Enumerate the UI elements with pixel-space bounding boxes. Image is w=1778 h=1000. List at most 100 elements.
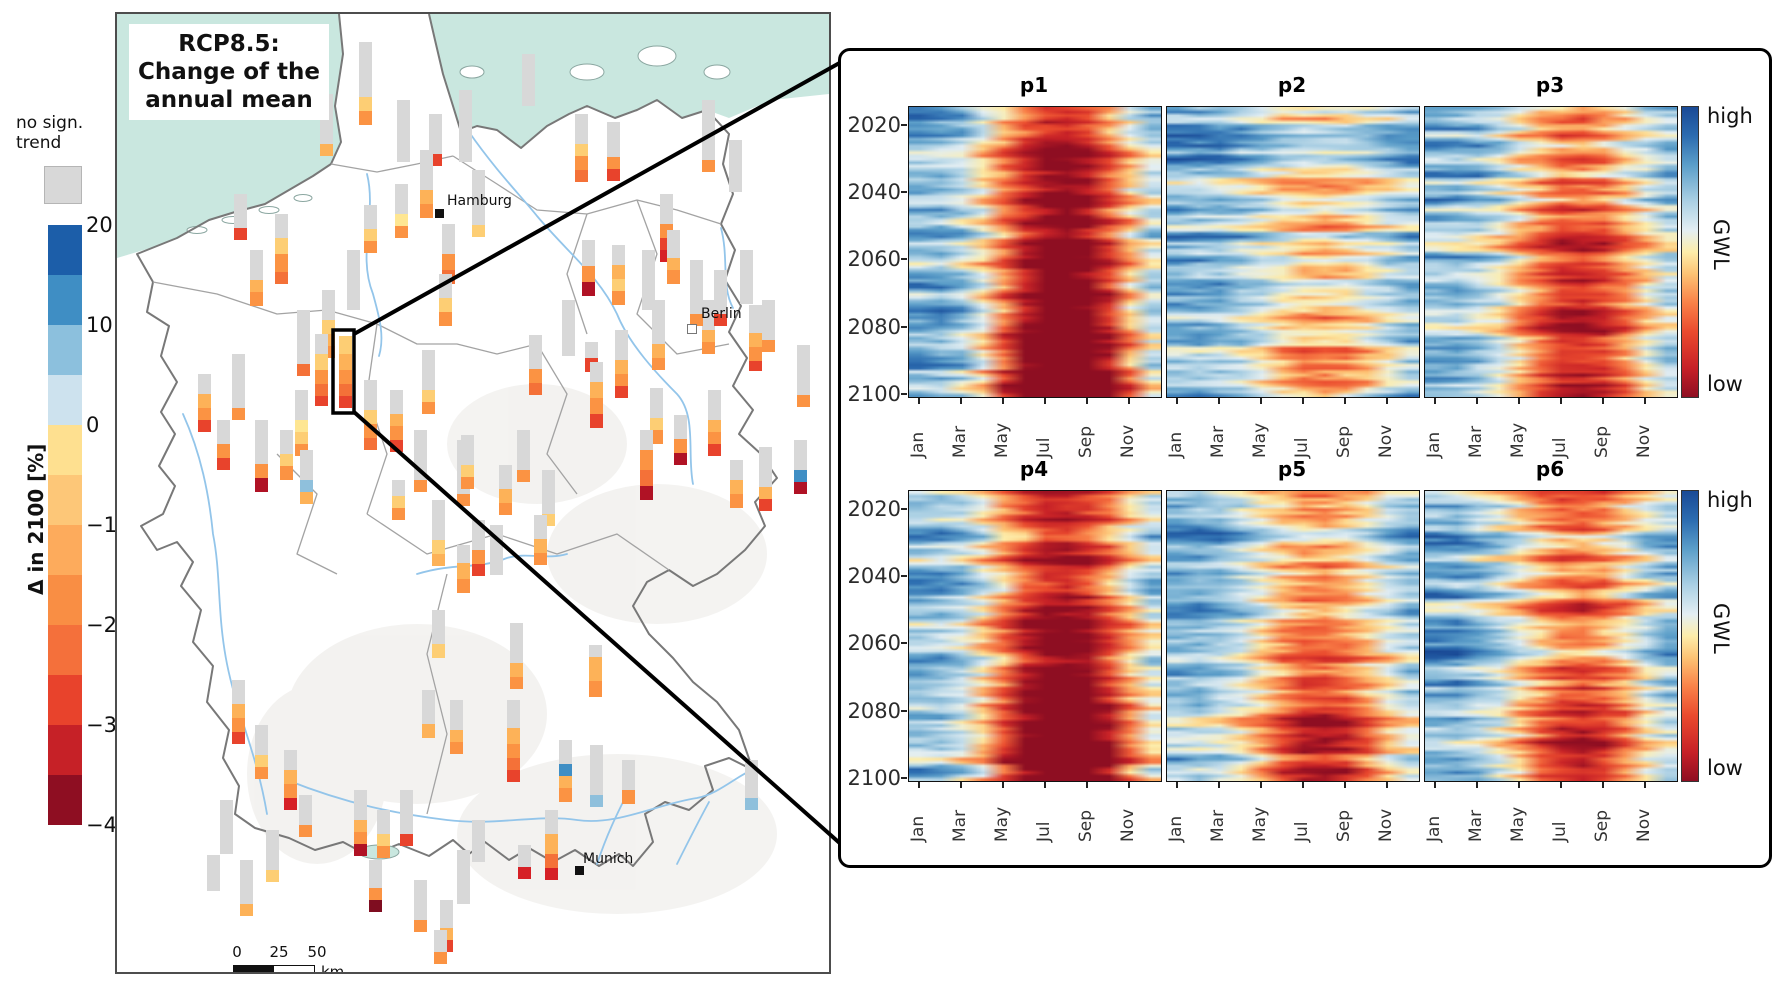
map-bar-segment (708, 390, 721, 420)
map-bar-segment (207, 855, 220, 891)
map-bar-segment (198, 408, 211, 420)
map-bar-segment (250, 280, 263, 292)
germany-map: Hamburg Berlin Munich RCP8.5: Change of th… (115, 12, 831, 974)
map-bar-segment (545, 868, 558, 880)
panel-ytick-label: 2020 (847, 496, 901, 521)
map-bar-segment (745, 760, 758, 798)
map-bar-segment (250, 292, 263, 306)
map-bar-segment (359, 42, 372, 97)
map-bar-segment (390, 440, 403, 452)
panel-xtick-label: Mar (1465, 425, 1486, 458)
map-bar-segment (364, 424, 377, 438)
map-bar-segment (575, 156, 588, 170)
map-bar-glyph (640, 430, 653, 500)
map-bar-glyph (232, 354, 245, 420)
map-bar-segment (615, 330, 628, 360)
map-bar-segment (517, 470, 530, 482)
panel-xtick-mark (1433, 398, 1436, 404)
map-bar-segment (517, 430, 530, 470)
map-bar-segment (364, 410, 377, 424)
heatmap-p4 (908, 490, 1162, 782)
map-bar-glyph (729, 140, 742, 192)
map-bar-segment (198, 394, 211, 408)
panel-xtick-mark (1217, 782, 1220, 788)
panel-xtick-label: Sep (1591, 809, 1612, 842)
map-bar-glyph (275, 214, 288, 284)
panel-xtick-label: Sep (1075, 425, 1096, 458)
map-bar-segment (255, 420, 268, 464)
map-bar-segment (320, 144, 333, 156)
map-bar-segment (429, 114, 442, 154)
panel-ytick-label: 2040 (847, 563, 901, 588)
map-bar-glyph (364, 380, 377, 450)
panel-xtick-label: Nov (1117, 424, 1138, 458)
panel-xtick-mark (1043, 782, 1046, 788)
no-trend-label-line1: no sign. (16, 113, 84, 133)
map-bar-segment (590, 362, 603, 382)
gwl-colorbar-low-label: low (1707, 756, 1743, 780)
map-bar-segment (420, 190, 433, 204)
panel-xtick-mark (1433, 782, 1436, 788)
gwl-colorbar (1681, 490, 1699, 782)
panel-ytick-mark (901, 123, 907, 126)
map-bar-glyph (461, 435, 474, 489)
map-bar-segment (280, 454, 293, 466)
map-bar-segment (377, 846, 390, 858)
map-bar-segment (240, 860, 253, 904)
map-bar-glyph (250, 250, 263, 306)
map-bar-segment (582, 240, 595, 266)
map-bar-glyph (652, 300, 665, 370)
map-bar-segment (534, 539, 547, 553)
heatmap-canvas-p5 (1167, 491, 1419, 781)
map-bar-segment (390, 414, 403, 426)
panel-xtick-label: Jan (1423, 431, 1444, 458)
map-bar-segment (414, 920, 427, 932)
map-bar-segment (590, 398, 603, 414)
map-bar-segment (457, 545, 470, 563)
panel-ytick-mark (901, 507, 907, 510)
panel-xtick-label: Jul (1549, 437, 1570, 458)
map-bar-segment (439, 298, 452, 312)
map-bar-segment (369, 900, 382, 912)
map-bar-segment (589, 645, 602, 657)
map-bar-segment (369, 860, 382, 888)
map-bar-segment (667, 258, 680, 270)
map-bar-segment (422, 724, 435, 738)
panel-ytick-label: 2080 (847, 698, 901, 723)
map-bar-segment (450, 700, 463, 730)
panel-xtick-mark (1175, 782, 1178, 788)
panel-xtick-mark (917, 398, 920, 404)
map-bar-segment (232, 732, 245, 744)
map-bar-segment (315, 370, 328, 384)
map-bar-segment (457, 494, 470, 506)
panel-xtick-mark (1301, 398, 1304, 404)
map-bar-segment (377, 810, 390, 834)
map-bar-segment (457, 579, 470, 593)
map-bar-segment (534, 553, 547, 565)
map-bar-segment (499, 503, 512, 515)
map-bar-glyph (299, 795, 312, 837)
map-bar-glyph (392, 480, 405, 520)
map-bar-segment (762, 300, 775, 340)
map-bar-glyph (439, 274, 452, 326)
map-bar-segment (590, 382, 603, 398)
map-bar-segment (529, 369, 542, 383)
panel-xtick-mark (1475, 398, 1478, 404)
panel-xtick-mark (1643, 782, 1646, 788)
map-bar-glyph (702, 100, 715, 172)
map-bar-segment (762, 340, 775, 352)
map-bar-segment (400, 834, 413, 846)
map-bar-glyph (315, 334, 328, 406)
scalebar-numbers: 0 25 50 (232, 943, 326, 963)
panel-xtick-mark (1559, 398, 1562, 404)
map-bar-glyph (198, 374, 211, 432)
map-bar-glyph (730, 460, 743, 508)
map-bar-glyph (612, 245, 625, 305)
panel-ytick-label: 2040 (847, 179, 901, 204)
panel-xtick-label: Mar (949, 809, 970, 842)
panel-title-p2: p2 (1277, 73, 1307, 97)
map-bar-segment (507, 744, 520, 758)
map-bar-segment (414, 480, 427, 492)
scalebar-25: 25 (269, 943, 289, 961)
map-colorbar-segment (48, 575, 82, 625)
